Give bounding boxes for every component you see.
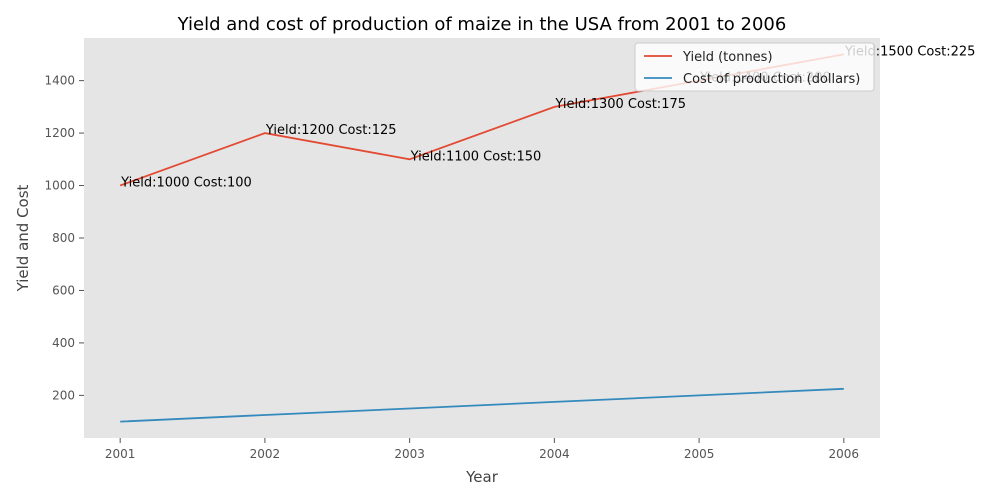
- data-label: Yield:1500 Cost:225: [844, 44, 976, 59]
- x-tick-label: 2004: [539, 447, 570, 461]
- legend-box: [634, 42, 875, 92]
- y-tick-label: 400: [52, 336, 75, 350]
- y-axis-label: Yield and Cost: [14, 184, 32, 292]
- x-tick-label: 2005: [684, 447, 715, 461]
- y-tick-label: 600: [52, 283, 75, 297]
- x-tick-label: 2003: [394, 447, 425, 461]
- y-tick-label: 1400: [44, 74, 75, 88]
- data-label: Yield:1200 Cost:125: [265, 123, 397, 138]
- data-label: Yield:1100 Cost:150: [410, 149, 542, 164]
- x-tick-label: 2002: [250, 447, 281, 461]
- y-tick-label: 800: [52, 231, 75, 245]
- y-tick-label: 1000: [44, 179, 75, 193]
- y-axis-ticks: 200 400 600 800 1000 1200 1400: [44, 74, 84, 402]
- legend-label-cost: Cost of production (dollars): [683, 72, 860, 87]
- chart-title: Yield and cost of production of maize in…: [177, 14, 787, 35]
- plot-area: [84, 38, 880, 438]
- x-axis-ticks: 2001 2002 2003 2004 2005 2006: [105, 438, 859, 461]
- legend: Yield (tonnes) Cost of production (dolla…: [634, 42, 875, 92]
- y-tick-label: 200: [52, 388, 75, 402]
- legend-label-yield: Yield (tonnes): [682, 50, 773, 65]
- data-label: Yield:1000 Cost:100: [120, 176, 252, 191]
- x-axis-label: Year: [465, 468, 499, 486]
- series-line-cost: [120, 387, 844, 423]
- x-tick-label: 2006: [829, 447, 860, 461]
- y-tick-label: 1200: [44, 126, 75, 140]
- data-label: Yield:1300 Cost:175: [554, 97, 686, 112]
- x-tick-label: 2001: [105, 447, 136, 461]
